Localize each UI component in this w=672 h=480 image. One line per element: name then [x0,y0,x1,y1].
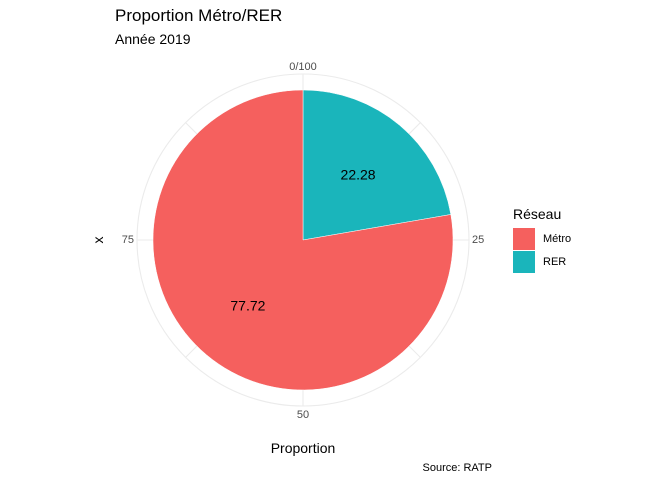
tick-label-50: 50 [297,409,309,421]
tick-label-25: 25 [472,234,484,246]
legend-items: Métro RER [513,228,571,273]
legend-label-metro: Métro [543,233,571,245]
tick-label-0: 0/100 [289,61,317,73]
pie-slice-rer [302,89,452,241]
x-axis-label: Proportion [271,440,336,456]
slice-label-rer: 22.28 [341,167,376,183]
legend-swatch-metro [513,228,535,250]
chart-title: Proportion Métro/RER [115,6,282,25]
legend-swatch-rer [513,251,535,273]
chart-subtitle: Année 2019 [115,31,191,47]
y-axis-label: x [90,237,106,244]
pie-slices [152,89,454,391]
angle-tick-labels: 0/100 25 50 75 [122,61,485,421]
caption: Source: RATP [423,462,493,474]
legend-title: Réseau [513,206,561,222]
tick-label-75: 75 [122,234,134,246]
slice-label-metro: 77.72 [230,297,265,313]
legend: Réseau Métro RER [513,206,571,273]
legend-label-rer: RER [543,256,566,268]
data-labels: 22.28 77.72 [230,167,375,314]
pie-slice-metro [152,89,454,391]
